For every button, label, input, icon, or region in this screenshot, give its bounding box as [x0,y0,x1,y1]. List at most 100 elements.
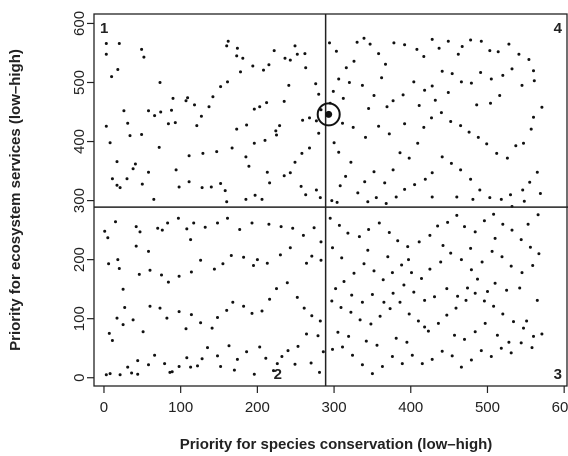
data-point [310,254,314,258]
data-point [110,177,114,181]
data-point [370,293,374,296]
data-point [495,151,499,155]
data-point [480,260,484,264]
data-point [445,313,449,317]
data-point [165,316,169,320]
data-point [460,45,464,48]
data-point [265,101,269,105]
y-tick-label: 600 [71,11,88,36]
data-point [235,54,239,58]
data-point [509,193,512,197]
data-point [449,120,453,123]
data-point [433,98,437,102]
data-point [108,372,112,376]
data-point [532,69,535,73]
data-point [244,155,248,159]
data-points [103,36,544,377]
data-point [128,134,132,138]
data-point [367,107,371,110]
data-point [206,346,209,350]
data-point [153,114,157,118]
data-point [291,226,295,230]
data-point [159,110,163,114]
data-point [199,114,203,118]
data-point [219,85,223,89]
data-point [386,255,390,259]
x-tick-label: 0 [100,399,108,416]
data-point [157,145,161,149]
data-point [514,144,518,148]
x-tick-label: 500 [475,399,500,416]
data-point [352,271,356,275]
data-point [319,258,323,262]
y-tick-label: 500 [71,70,88,95]
data-point [163,362,167,366]
data-point [479,39,483,43]
data-point [223,189,227,193]
data-point [436,224,440,228]
data-point [328,216,332,220]
data-point [446,39,450,43]
data-point [528,245,532,249]
data-point [221,262,225,266]
data-point [417,240,421,244]
quadrant-label-1: 1 [100,20,108,37]
data-point [252,141,256,145]
data-point [469,177,473,181]
data-point [490,249,494,253]
data-point [436,321,440,325]
data-point [108,141,112,145]
data-point [283,56,287,60]
data-point [279,225,283,229]
data-point [106,236,110,240]
data-point [318,370,321,374]
data-point [330,299,334,303]
data-point [536,213,540,217]
data-point [293,160,297,164]
data-point [219,182,223,185]
data-point [286,349,290,353]
data-point [187,180,191,184]
data-point [473,291,477,295]
data-point [430,116,433,120]
data-point [321,350,325,354]
data-point [366,248,370,252]
data-point [440,69,444,73]
data-point [364,339,368,343]
data-point [216,221,219,225]
data-point [423,325,427,329]
data-point [469,81,473,85]
data-point [450,354,454,358]
data-point [406,245,410,249]
data-point [115,183,119,187]
data-point [479,349,483,353]
x-tick-label: 300 [322,399,347,416]
data-point [250,221,254,225]
data-point [225,200,229,204]
data-point [147,170,150,174]
data-point [242,255,246,259]
y-tick-label: 200 [71,247,88,272]
data-point [199,321,203,325]
data-point [200,186,204,190]
data-point [199,258,203,262]
data-point [407,258,410,262]
data-point [507,340,511,344]
data-point [318,196,322,200]
data-point [328,41,331,45]
data-point [403,43,407,47]
data-point [288,171,292,175]
data-point [268,297,272,301]
data-point [317,131,321,135]
data-point [296,344,300,348]
data-point [115,316,119,320]
data-point [512,320,515,324]
data-point [522,141,525,145]
data-point [488,196,492,200]
data-point [489,355,493,358]
y-axis: 0 100 200 300 400 500 600 [71,11,94,382]
data-point [453,333,456,337]
data-point [117,267,121,270]
data-point [126,365,130,369]
data-point [193,103,196,107]
